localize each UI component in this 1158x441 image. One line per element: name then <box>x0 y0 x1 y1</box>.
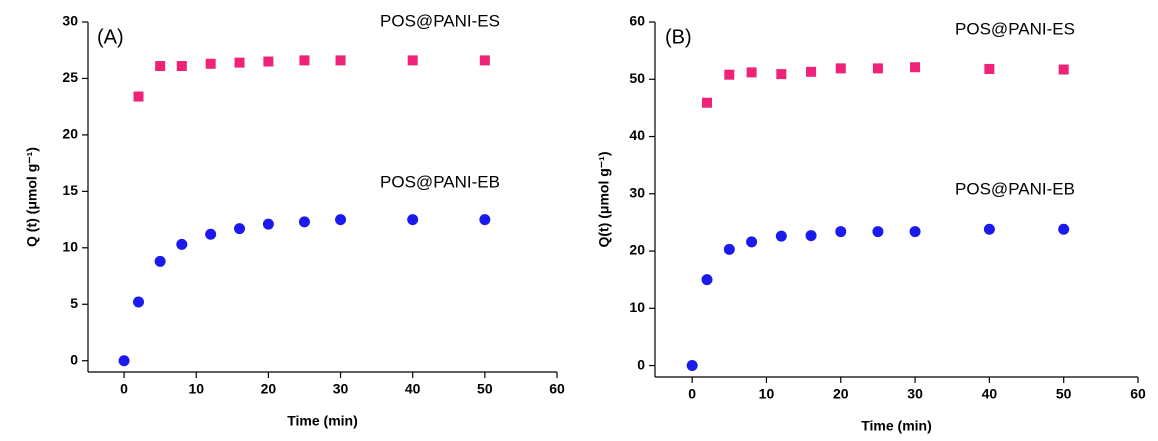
marker <box>407 214 419 226</box>
x-tick-label: 0 <box>120 381 128 397</box>
y-tick-label: 30 <box>629 184 645 200</box>
y-tick-label: 10 <box>62 239 78 255</box>
marker <box>479 55 490 66</box>
marker <box>263 56 274 67</box>
series-label: POS@PANI-EB <box>380 172 500 191</box>
series-label: POS@PANI-ES <box>380 11 500 30</box>
marker <box>702 97 713 108</box>
marker <box>205 58 216 69</box>
x-tick-label: 20 <box>261 381 277 397</box>
marker <box>335 214 347 226</box>
marker <box>724 69 735 80</box>
x-tick-label: 0 <box>688 386 696 402</box>
marker <box>155 61 166 72</box>
x-tick-label: 60 <box>1130 386 1146 402</box>
marker <box>686 360 698 372</box>
x-tick-label: 50 <box>1056 386 1072 402</box>
marker <box>1058 223 1070 235</box>
x-tick-label: 10 <box>759 386 775 402</box>
y-tick-label: 40 <box>629 127 645 143</box>
marker <box>1058 64 1069 75</box>
y-tick-label: 60 <box>629 13 645 29</box>
series-label: POS@PANI-EB <box>955 179 1075 198</box>
marker <box>835 226 847 238</box>
y-tick-label: 50 <box>629 70 645 86</box>
marker <box>154 255 166 267</box>
marker <box>205 228 217 240</box>
marker <box>775 230 787 242</box>
panel-label: (B) <box>665 26 692 48</box>
y-tick-label: 30 <box>62 13 78 29</box>
marker <box>299 55 310 66</box>
marker <box>298 216 310 228</box>
x-tick-label: 30 <box>907 386 923 402</box>
marker <box>701 274 713 286</box>
marker <box>118 355 130 367</box>
y-tick-label: 5 <box>70 295 78 311</box>
x-tick-label: 40 <box>405 381 421 397</box>
x-tick-label: 60 <box>549 381 565 397</box>
x-tick-label: 30 <box>333 381 349 397</box>
y-tick-label: 0 <box>70 351 78 367</box>
marker <box>872 226 884 238</box>
x-tick-label: 50 <box>477 381 493 397</box>
marker <box>262 218 274 230</box>
marker <box>984 63 995 74</box>
y-tick-label: 25 <box>62 69 78 85</box>
marker <box>479 214 491 226</box>
marker <box>133 91 144 102</box>
marker <box>234 223 246 235</box>
x-tick-label: 10 <box>188 381 204 397</box>
marker <box>723 243 735 255</box>
marker <box>746 67 757 78</box>
marker <box>746 236 758 248</box>
marker <box>805 230 817 242</box>
marker <box>806 66 817 77</box>
y-tick-label: 15 <box>62 182 78 198</box>
marker <box>407 55 418 66</box>
marker <box>234 57 245 68</box>
marker <box>176 61 187 72</box>
marker <box>133 296 145 308</box>
x-axis-label: Time (min) <box>861 418 932 434</box>
x-axis-label: Time (min) <box>287 413 358 429</box>
y-tick-label: 0 <box>637 356 645 372</box>
x-tick-label: 40 <box>982 386 998 402</box>
y-tick-label: 20 <box>629 242 645 258</box>
y-tick-label: 10 <box>629 299 645 315</box>
marker <box>776 69 787 80</box>
y-axis-label: Q(t) (μmol g⁻¹) <box>596 151 612 247</box>
y-axis-label: Q (t) (μmol g⁻¹) <box>24 147 40 247</box>
y-tick-label: 20 <box>62 126 78 142</box>
marker <box>983 223 995 235</box>
panel-label: (A) <box>97 26 124 48</box>
marker <box>910 62 921 73</box>
marker <box>176 238 188 250</box>
series-label: POS@PANI-ES <box>955 19 1075 38</box>
marker <box>909 226 921 238</box>
marker <box>872 63 883 74</box>
marker <box>835 63 846 74</box>
marker <box>335 55 346 66</box>
x-tick-label: 20 <box>833 386 849 402</box>
